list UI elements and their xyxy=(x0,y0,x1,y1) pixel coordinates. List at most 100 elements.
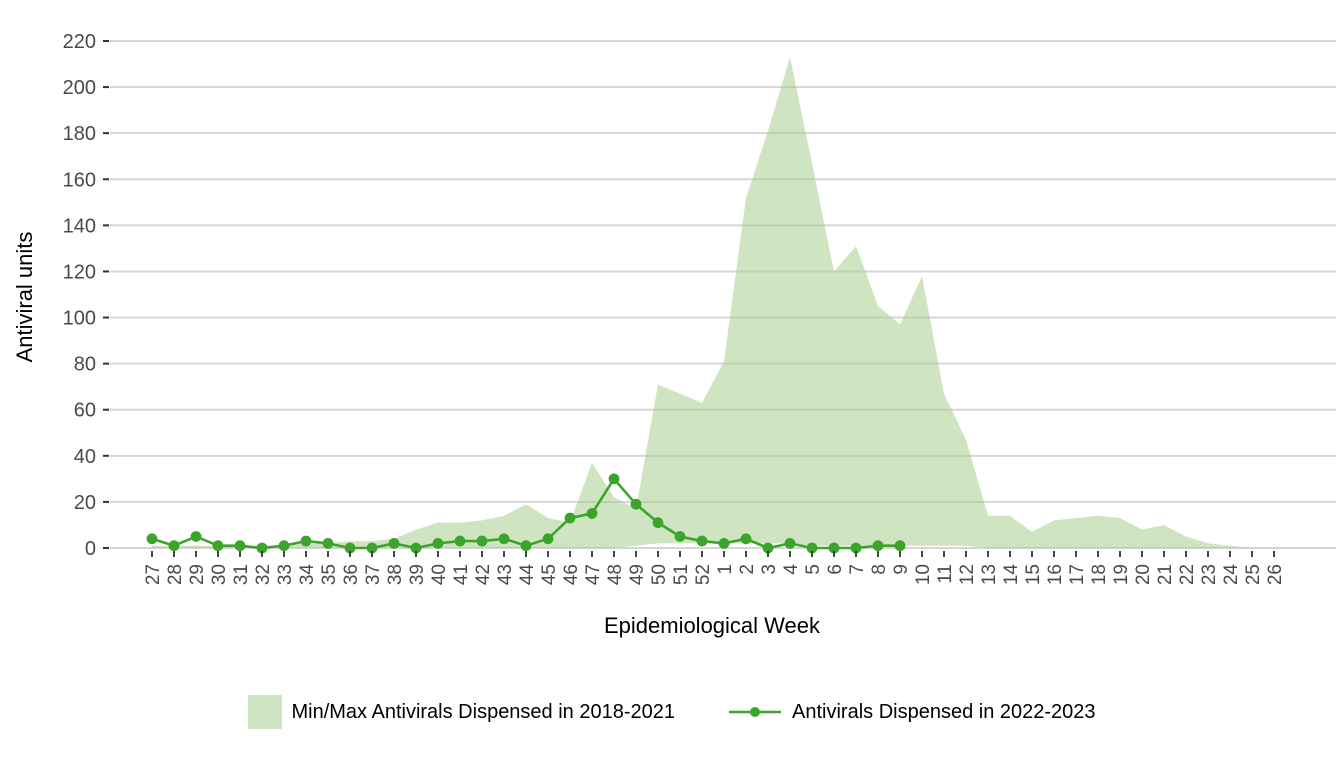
data-point-week-6 xyxy=(828,542,840,554)
x-tick-label-6: 6 xyxy=(825,564,846,575)
data-point-week-33 xyxy=(278,540,290,552)
data-point-week-27 xyxy=(146,533,158,545)
y-tick-label-120: 120 xyxy=(63,261,96,283)
y-tick-label-40: 40 xyxy=(74,446,96,468)
x-tick-label-22: 22 xyxy=(1177,564,1198,585)
data-point-week-43 xyxy=(498,533,510,545)
x-tick-label-37: 37 xyxy=(363,564,384,585)
x-tick-label-25: 25 xyxy=(1243,564,1264,585)
x-tick-label-31: 31 xyxy=(231,564,252,585)
x-tick-label-27: 27 xyxy=(143,564,164,585)
data-point-week-32 xyxy=(256,542,268,554)
x-tick-label-1: 1 xyxy=(715,564,736,575)
x-axis-title: Epidemiological Week xyxy=(603,613,821,638)
x-tick-label-13: 13 xyxy=(979,564,1000,585)
data-point-week-29 xyxy=(190,531,202,542)
data-point-week-34 xyxy=(300,535,312,547)
x-tick-label-49: 49 xyxy=(627,564,648,585)
legend-label-band: Min/Max Antivirals Dispensed in 2018-202… xyxy=(291,700,676,723)
x-tick-label-46: 46 xyxy=(561,564,582,585)
x-tick-label-15: 15 xyxy=(1023,564,1044,585)
y-tick-label-180: 180 xyxy=(63,123,96,145)
data-point-week-41 xyxy=(454,535,466,547)
x-tick-label-16: 16 xyxy=(1045,564,1066,585)
data-point-week-38 xyxy=(388,537,400,549)
x-tick-label-29: 29 xyxy=(187,564,208,585)
data-point-week-45 xyxy=(542,533,554,545)
data-point-week-37 xyxy=(366,542,378,554)
x-tick-label-43: 43 xyxy=(495,564,516,585)
x-tick-label-41: 41 xyxy=(451,564,472,585)
x-tick-label-2: 2 xyxy=(737,564,758,575)
data-point-week-5 xyxy=(806,542,818,554)
x-tick-label-39: 39 xyxy=(407,564,428,585)
data-point-week-3 xyxy=(762,542,774,554)
data-point-week-46 xyxy=(564,512,576,524)
x-tick-label-21: 21 xyxy=(1155,564,1176,585)
x-tick-label-10: 10 xyxy=(913,564,934,585)
x-tick-label-5: 5 xyxy=(803,564,824,575)
legend-key-line-dot xyxy=(750,707,761,717)
x-tick-label-30: 30 xyxy=(209,564,230,585)
data-point-week-8 xyxy=(872,540,884,552)
x-tick-label-20: 20 xyxy=(1133,564,1154,585)
x-tick-label-7: 7 xyxy=(847,564,868,575)
legend: Min/Max Antivirals Dispensed in 2018-202… xyxy=(0,690,1344,734)
data-point-week-9 xyxy=(894,540,906,552)
x-tick-label-3: 3 xyxy=(759,564,780,575)
x-tick-label-32: 32 xyxy=(253,564,274,585)
data-point-week-7 xyxy=(850,542,862,554)
legend-item-line: Antivirals Dispensed in 2022-2023 xyxy=(727,701,1096,724)
data-point-week-30 xyxy=(212,540,224,552)
data-point-week-49 xyxy=(630,498,642,510)
x-tick-label-18: 18 xyxy=(1089,564,1110,585)
y-tick-label-80: 80 xyxy=(74,354,96,376)
y-tick-label-220: 220 xyxy=(63,31,96,53)
legend-item-band: Min/Max Antivirals Dispensed in 2018-202… xyxy=(248,695,675,729)
y-tick-label-140: 140 xyxy=(63,215,96,237)
y-tick-label-60: 60 xyxy=(74,400,96,422)
y-tick-label-100: 100 xyxy=(63,308,96,330)
x-tick-label-23: 23 xyxy=(1199,564,1220,585)
data-point-week-28 xyxy=(168,540,180,552)
data-point-week-35 xyxy=(322,537,334,549)
data-point-week-42 xyxy=(476,535,488,547)
x-tick-label-50: 50 xyxy=(649,564,670,585)
x-tick-label-51: 51 xyxy=(671,564,692,585)
minmax-band-area xyxy=(152,57,1274,549)
x-tick-label-48: 48 xyxy=(605,564,626,585)
y-tick-label-200: 200 xyxy=(63,77,96,99)
y-axis-title: Antiviral units xyxy=(12,231,37,363)
data-point-week-39 xyxy=(410,542,422,554)
legend-band-swatch-icon xyxy=(248,695,283,729)
x-tick-label-34: 34 xyxy=(297,564,318,586)
y-tick-label-20: 20 xyxy=(74,492,96,514)
data-point-week-51 xyxy=(674,531,686,542)
data-point-week-52 xyxy=(696,535,708,547)
data-point-week-47 xyxy=(586,508,598,519)
data-point-week-48 xyxy=(608,473,620,485)
data-point-week-1 xyxy=(718,537,730,549)
x-tick-label-26: 26 xyxy=(1265,564,1286,585)
x-tick-label-4: 4 xyxy=(781,564,802,575)
x-tick-label-44: 44 xyxy=(517,564,538,586)
x-tick-label-38: 38 xyxy=(385,564,406,585)
data-point-week-40 xyxy=(432,537,444,549)
x-tick-label-8: 8 xyxy=(869,564,890,575)
x-tick-label-17: 17 xyxy=(1067,564,1088,585)
y-tick-label-160: 160 xyxy=(63,169,96,191)
x-tick-label-12: 12 xyxy=(957,564,978,585)
x-tick-label-14: 14 xyxy=(1001,564,1022,586)
x-tick-label-42: 42 xyxy=(473,564,494,585)
x-tick-label-33: 33 xyxy=(275,564,296,585)
x-tick-label-52: 52 xyxy=(693,564,714,585)
data-point-week-4 xyxy=(784,537,796,549)
x-tick-label-9: 9 xyxy=(891,564,912,575)
y-tick-label-0: 0 xyxy=(85,538,96,560)
x-tick-label-45: 45 xyxy=(539,564,560,585)
x-tick-label-47: 47 xyxy=(583,564,604,585)
legend-line-marker-icon xyxy=(729,707,782,717)
x-tick-label-19: 19 xyxy=(1111,564,1132,585)
x-tick-label-35: 35 xyxy=(319,564,340,585)
